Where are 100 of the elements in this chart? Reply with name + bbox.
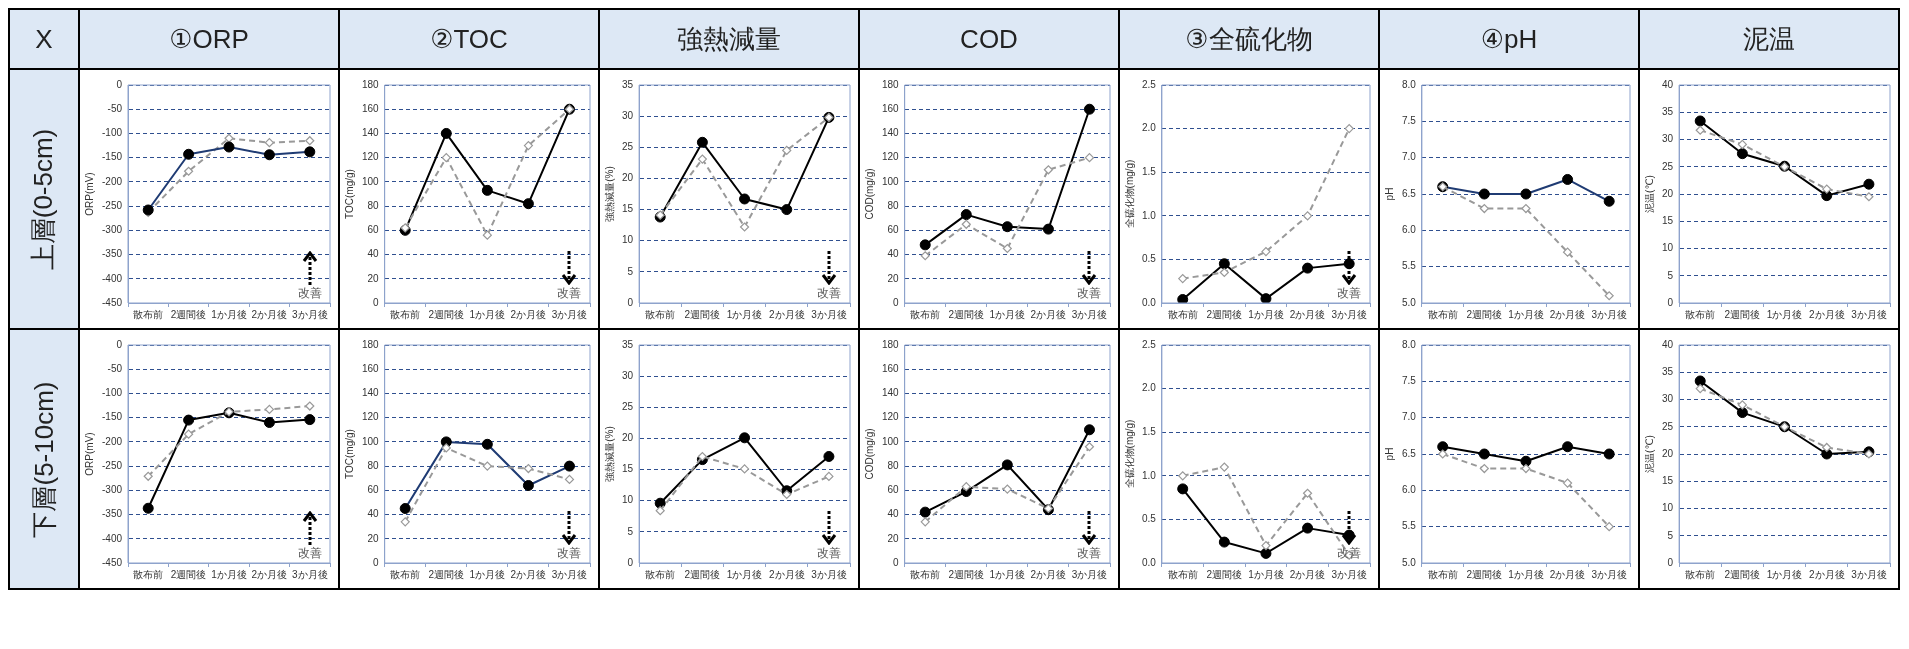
y-tick-label: -450	[102, 556, 123, 568]
x-tick-label: 2週間後	[1724, 308, 1761, 320]
y-tick-label: 140	[882, 127, 900, 139]
y-tick-label: 0	[627, 556, 634, 568]
y-tick-label: 80	[367, 459, 380, 471]
y-tick-label: -150	[102, 411, 123, 423]
annotation: 改善	[816, 546, 841, 561]
y-tick-label: 60	[887, 484, 900, 496]
annotation: 改善	[297, 546, 322, 561]
y-axis-title: pH	[1383, 187, 1395, 201]
y-tick-label: 5	[627, 525, 634, 537]
y-tick-label: 2.5	[1142, 338, 1157, 350]
annotation: 改善	[297, 286, 322, 301]
x-tick-label: 散布前	[645, 308, 676, 320]
x-tick-label: 2週間後	[428, 308, 465, 320]
y-axis-title: 全硫化物(mg/g)	[1123, 159, 1135, 229]
x-tick-label: 1か月後	[1766, 568, 1803, 580]
y-tick-label: -100	[102, 387, 123, 399]
y-tick-label: 1.5	[1142, 165, 1157, 177]
y-tick-label: 40	[887, 508, 900, 520]
y-tick-label: 20	[887, 272, 900, 284]
x-tick-label: 2週間後	[948, 308, 985, 320]
chart-title: ④pH	[1380, 10, 1638, 68]
x-tick-label: 散布前	[133, 568, 164, 580]
x-tick-label: 1か月後	[469, 308, 506, 320]
y-tick-label: 0	[373, 556, 380, 568]
y-tick-label: -300	[102, 224, 123, 236]
y-tick-label: 35	[1662, 366, 1674, 377]
y-tick-label: 5.5	[1402, 260, 1417, 272]
y-tick-label: 1.0	[1142, 469, 1157, 481]
y-tick-label: 0	[1667, 296, 1674, 308]
x-tick-label: 2か月後	[1289, 308, 1326, 320]
y-axis-title: 泥温(℃)	[1643, 435, 1655, 473]
x-tick-label: 1か月後	[726, 568, 763, 580]
x-tick-label: 1か月後	[469, 568, 506, 580]
y-axis-title: 全硫化物(mg/g)	[1123, 419, 1135, 489]
x-tick-label: 2週間後	[1466, 308, 1503, 320]
y-tick-label: 180	[362, 78, 380, 90]
y-tick-label: 6.5	[1402, 447, 1417, 459]
y-tick-label: -400	[102, 532, 123, 544]
x-tick-label: 1か月後	[211, 308, 247, 320]
y-tick-label: -300	[102, 484, 123, 496]
x-tick-label: 2週間後	[684, 568, 721, 580]
y-tick-label: 5	[627, 265, 634, 277]
y-tick-label: 25	[622, 141, 634, 153]
y-tick-label: -250	[102, 459, 123, 471]
y-tick-label: 2.5	[1142, 78, 1157, 90]
y-tick-label: 140	[362, 387, 380, 399]
y-tick-label: 40	[367, 508, 380, 520]
x-tick-label: 2週間後	[1724, 568, 1761, 580]
annotation: 改善	[557, 546, 582, 561]
y-tick-label: 0	[893, 556, 900, 568]
y-tick-label: 7.5	[1402, 375, 1417, 387]
text: 上層(0-5cm)	[27, 128, 60, 270]
y-tick-label: 40	[1662, 78, 1674, 90]
y-tick-label: 5	[1667, 529, 1674, 541]
x-tick-label: 散布前	[390, 308, 421, 320]
y-tick-label: 5	[1667, 269, 1674, 281]
y-tick-label: 25	[622, 401, 634, 413]
y-tick-label: -350	[102, 508, 123, 520]
y-tick-label: 180	[882, 78, 900, 90]
y-tick-label: 140	[882, 387, 900, 399]
x-tick-label: 散布前	[1427, 568, 1458, 580]
x-tick-label: 2か月後	[1549, 308, 1586, 320]
x-tick-label: 1か月後	[726, 308, 763, 320]
y-axis-title: COD(mg/g)	[863, 168, 875, 220]
y-tick-label: 25	[1662, 420, 1674, 432]
chart-title: ③全硫化物	[1120, 10, 1378, 68]
y-tick-label: 1.0	[1142, 209, 1157, 221]
y-tick-label: 5.0	[1402, 556, 1417, 568]
text: 下層(5-10cm)	[27, 380, 60, 538]
y-tick-label: 40	[1662, 338, 1674, 350]
x-tick-label: 2か月後	[1289, 568, 1326, 580]
x-tick-label: 3か月後	[551, 568, 588, 580]
y-tick-label: 30	[622, 369, 634, 381]
x-tick-label: 3か月後	[1851, 308, 1887, 320]
annotation: 改善	[557, 286, 582, 301]
x-tick-label: 2か月後	[251, 308, 288, 320]
y-tick-label: 100	[362, 435, 380, 447]
x-tick-label: 1か月後	[1508, 308, 1544, 320]
y-tick-label: 15	[622, 203, 634, 215]
annotation: 改善	[1077, 546, 1102, 561]
x-tick-label: 2か月後	[1030, 308, 1067, 320]
y-tick-label: 0	[373, 296, 380, 308]
y-tick-label: 20	[622, 432, 634, 444]
y-tick-label: 160	[362, 102, 380, 114]
y-tick-label: 120	[362, 411, 380, 423]
y-tick-label: -400	[102, 272, 123, 284]
x-tick-label: 散布前	[1167, 308, 1198, 320]
x-tick-label: 2週間後	[1466, 568, 1503, 580]
y-tick-label: 40	[367, 248, 380, 260]
x-tick-label: 2か月後	[1549, 568, 1586, 580]
y-tick-label: 0.0	[1142, 296, 1157, 308]
x-tick-label: 1か月後	[1508, 568, 1544, 580]
y-tick-label: 60	[887, 224, 900, 236]
y-tick-label: 5.0	[1402, 296, 1417, 308]
x-tick-label: 散布前	[133, 308, 164, 320]
y-tick-label: 35	[1662, 106, 1674, 117]
y-tick-label: 7.0	[1402, 411, 1417, 423]
y-tick-label: 30	[622, 109, 634, 121]
